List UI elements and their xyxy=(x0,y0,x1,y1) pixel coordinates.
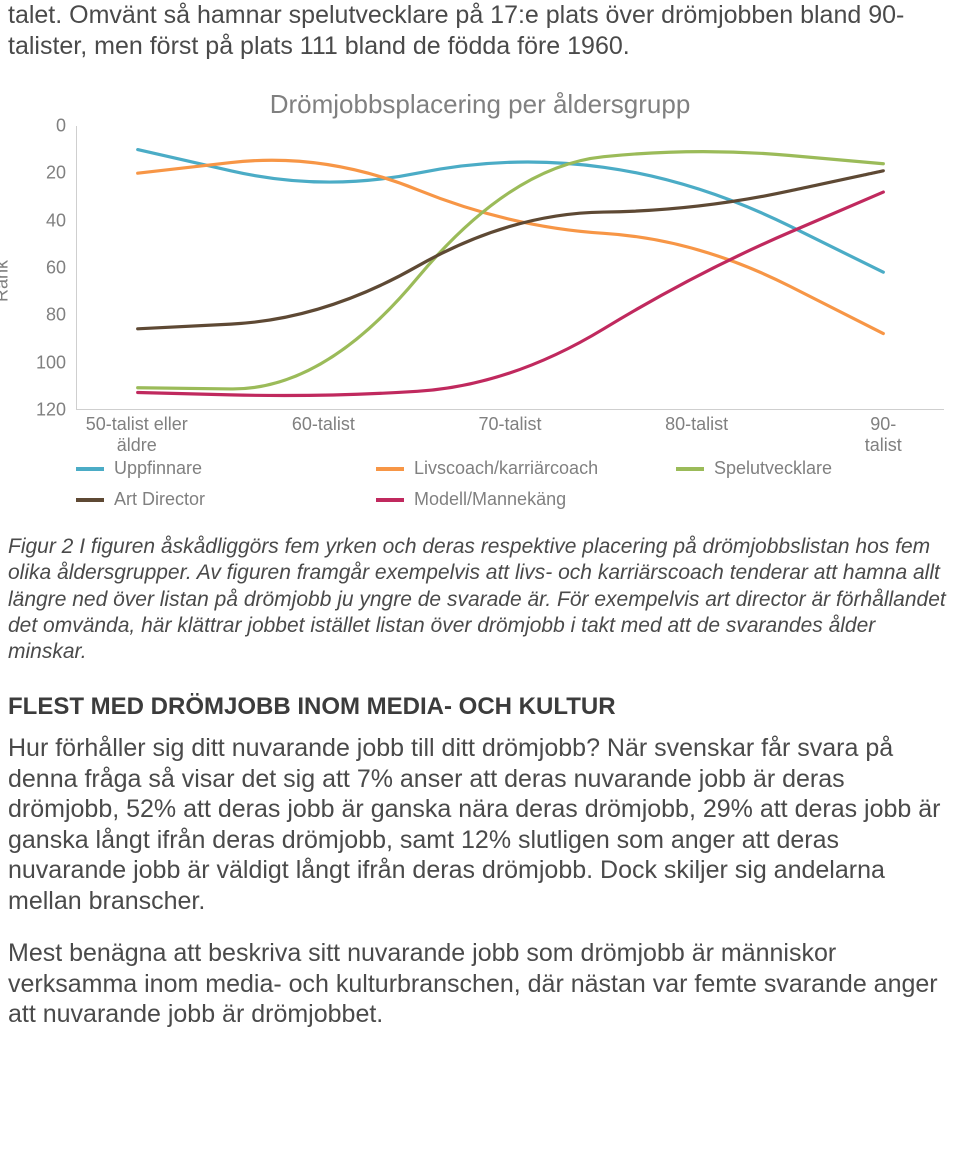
legend-item: Livscoach/karriärcoach xyxy=(376,458,616,479)
chart-y-axis-label: Rank xyxy=(0,260,13,302)
chart-legend: Uppfinnare Livscoach/karriärcoach Spelutve… xyxy=(76,458,952,510)
chart-area: Rank 020406080100120 50-talist eller äld… xyxy=(8,126,952,436)
chart-y-tick: 80 xyxy=(46,305,66,326)
body-paragraph-1: Hur förhåller sig ditt nuvarande jobb ti… xyxy=(8,733,952,916)
chart-y-tick: 40 xyxy=(46,210,66,231)
chart-x-category: 80-talist xyxy=(665,414,728,435)
chart-y-ticks: 020406080100120 xyxy=(24,126,72,436)
chart-x-categories: 50-talist eller äldre 60-talist 70-talist 8… xyxy=(76,414,944,454)
chart-y-tick: 120 xyxy=(36,400,66,421)
chart-y-tick: 100 xyxy=(36,352,66,373)
legend-swatch xyxy=(376,498,404,502)
legend-label: Spelutvecklare xyxy=(714,458,832,479)
body-paragraph-2: Mest benägna att beskriva sitt nuvarande… xyxy=(8,938,952,1030)
figure-caption: Figur 2 I figuren åskådliggörs fem yrken… xyxy=(8,534,952,665)
chart-series-line xyxy=(138,152,884,389)
legend-swatch xyxy=(376,467,404,471)
chart-x-category: 50-talist eller äldre xyxy=(86,414,188,456)
chart-y-tick: 20 xyxy=(46,163,66,184)
legend-swatch xyxy=(76,498,104,502)
chart-svg xyxy=(77,126,944,409)
chart-y-tick: 0 xyxy=(56,116,66,137)
intro-paragraph: talet. Omvänt så hamnar spelutvecklare p… xyxy=(8,0,952,61)
chart-plot xyxy=(76,126,944,410)
legend-item: Modell/Mannekäng xyxy=(376,489,616,510)
chart-x-category: 90-talist xyxy=(853,414,914,456)
chart-title: Drömjobbsplacering per åldersgrupp xyxy=(8,89,952,120)
chart-series-line xyxy=(138,192,884,395)
chart-series-line xyxy=(138,171,884,329)
chart-series-line xyxy=(138,160,884,333)
legend-item: Uppfinnare xyxy=(76,458,316,479)
legend-label: Uppfinnare xyxy=(114,458,202,479)
legend-swatch xyxy=(676,467,704,471)
legend-label: Modell/Mannekäng xyxy=(414,489,566,510)
section-heading: FLEST MED DRÖMJOBB INOM MEDIA- OCH KULTU… xyxy=(8,693,952,721)
chart-x-category: 60-talist xyxy=(292,414,355,435)
chart-x-category: 70-talist xyxy=(478,414,541,435)
chart-series-line xyxy=(138,150,884,273)
legend-swatch xyxy=(76,467,104,471)
legend-item: Spelutvecklare xyxy=(676,458,916,479)
chart-y-tick: 60 xyxy=(46,258,66,279)
legend-label: Art Director xyxy=(114,489,205,510)
legend-item: Art Director xyxy=(76,489,316,510)
legend-label: Livscoach/karriärcoach xyxy=(414,458,598,479)
